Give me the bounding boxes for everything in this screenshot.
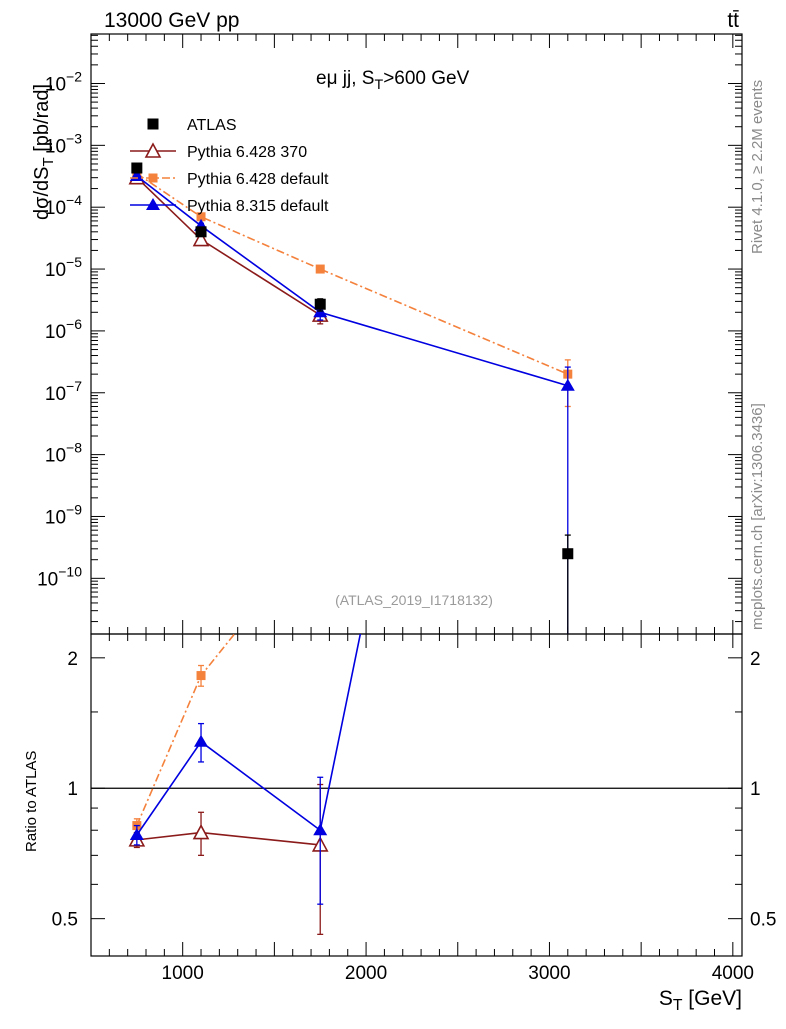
ratio-pythia-8-315-default [129,634,362,905]
data-point [560,378,575,391]
ratio-frame [90,633,743,957]
legend-marker [146,198,160,210]
data-point [315,264,325,274]
ratio-tick-label-right: 0.5 [750,910,776,931]
ratio-pythia-6-428-370 [128,783,329,935]
legend-marker [144,142,162,158]
x-tick-label: 1000 [162,963,204,984]
data-point [131,162,143,174]
ratio-line [136,634,362,836]
chart-title: eμ jj, ST>600 GeV [316,68,470,93]
y-axis-title: dσ/dST [pb/rad] [31,84,57,220]
ratio-line [136,634,236,826]
ratio-point [129,827,144,840]
mcplots-label: mcplots.cern.ch [arXiv:1306.3436] [749,403,766,630]
ratio-point [196,671,206,681]
legend-label: Pythia 8.315 default [187,198,329,215]
ratio-point [194,734,209,747]
legend-entry: Pythia 8.315 default [130,198,329,215]
y-tick-label: 10−7 [45,378,82,405]
ratio-pythia-6-428-default [132,523,325,834]
data-point [314,298,326,310]
legend: ATLAS Pythia 6.428 370 Pythia 6.428 defaul… [130,117,329,215]
y-tick-labels: 10−10 10−9 10−8 10−7 10−6 10−5 10−4 10−3 10−2 [37,68,82,590]
ratio-tick-label: 2 [67,649,78,670]
header-left: 13000 GeV pp [104,9,239,32]
legend-entry: ATLAS [147,117,237,134]
series-line [136,172,569,375]
legend-label: Pythia 6.428 370 [187,144,307,161]
x-tick-label: 4000 [712,963,754,984]
ratio-tick-label-right: 2 [750,649,761,670]
y-tick-label: 10−8 [45,440,82,467]
axis-ticks [91,34,742,956]
legend-entry: Pythia 6.428 default [130,171,329,188]
data-point [196,212,206,222]
y-tick-label: 10−4 [45,192,82,219]
y-tick-label: 10−3 [45,130,82,157]
x-tick-label: 2000 [345,963,387,984]
y-tick-label: 10−5 [45,254,82,281]
series-atlas [131,162,574,634]
main-series-layer [128,162,575,634]
legend-marker [148,173,158,183]
data-point [192,230,210,247]
ratio-point [313,823,328,836]
x-tick-label: 3000 [528,963,570,984]
header-right: tt̄ [727,9,739,32]
data-point [562,548,574,560]
ratio-point [316,523,325,532]
ratio-point [192,823,210,840]
y-tick-label: 10−2 [45,68,82,95]
ratio-axis-title: Ratio to ATLAS [23,751,40,852]
analysis-id: (ATLAS_2019_I1718132) [335,592,493,608]
x-axis-title: ST [GeV] [659,987,742,1014]
rivet-label: Rivet 4.1.0, ≥ 2.2M events [749,80,766,254]
y-tick-label: 10−10 [37,563,82,590]
y-tick-label: 10−9 [45,501,82,528]
legend-label: Pythia 6.428 default [187,171,329,188]
ratio-tick-labels: 0.5 0.5 1 1 2 2 [52,649,777,931]
series-line [136,175,569,387]
data-point [195,226,207,238]
legend-label: ATLAS [187,117,237,134]
ratio-tick-label: 1 [67,779,78,800]
legend-marker [147,118,159,130]
ratio-line [136,831,321,846]
ratio-tick-label: 0.5 [52,910,78,931]
x-tick-labels: 1000 2000 3000 4000 [162,963,754,984]
legend-entry: Pythia 6.428 370 [130,142,307,161]
y-tick-label: 10−6 [45,316,82,343]
ratio-series-layer [128,523,362,935]
ratio-tick-label-right: 1 [750,779,761,800]
